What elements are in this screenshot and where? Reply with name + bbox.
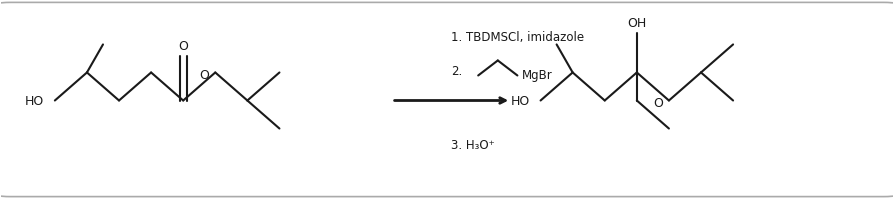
Text: O: O (178, 40, 188, 53)
Text: HO: HO (510, 95, 530, 107)
Text: 2.: 2. (451, 65, 463, 78)
Text: OH: OH (628, 17, 646, 29)
Text: 3. H₃O⁺: 3. H₃O⁺ (451, 138, 495, 151)
Text: O: O (199, 69, 209, 82)
Text: MgBr: MgBr (522, 69, 552, 82)
FancyBboxPatch shape (0, 3, 894, 197)
Text: O: O (654, 97, 663, 109)
Text: 1. TBDMSCl, imidazole: 1. TBDMSCl, imidazole (451, 31, 585, 44)
Text: HO: HO (25, 95, 44, 107)
